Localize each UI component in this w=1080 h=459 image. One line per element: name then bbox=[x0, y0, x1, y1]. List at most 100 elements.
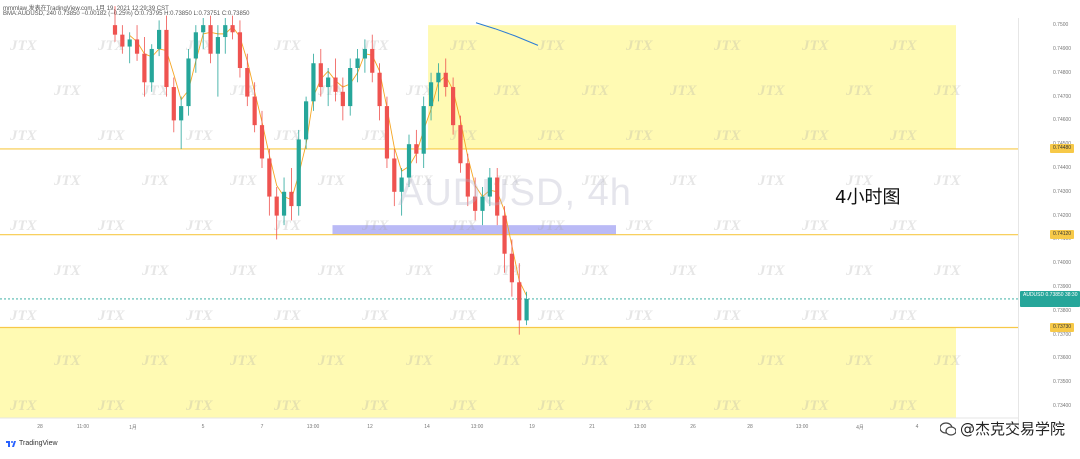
jtx-watermark: JTX bbox=[625, 128, 654, 144]
jtx-watermark: JTX bbox=[141, 83, 170, 99]
candle bbox=[340, 77, 345, 121]
price-tick: 0.74400 bbox=[1053, 165, 1072, 171]
zone-yellow-2 bbox=[0, 327, 956, 418]
candle-body bbox=[201, 25, 206, 33]
time-tick: 13:00 bbox=[633, 424, 647, 430]
time-tick: 19 bbox=[529, 424, 535, 430]
jtx-watermark: JTX bbox=[669, 83, 698, 99]
time-tick: 4月 bbox=[856, 425, 864, 431]
time-tick: 21 bbox=[589, 424, 595, 430]
tradingview-logo[interactable]: TradingView bbox=[6, 440, 58, 447]
price-tick: 0.73500 bbox=[1053, 379, 1072, 386]
jtx-watermark: JTX bbox=[537, 218, 566, 234]
candle bbox=[127, 32, 132, 64]
jtx-watermark: JTX bbox=[229, 83, 258, 99]
time-tick: 6 bbox=[970, 424, 974, 430]
brand-text: TradingView bbox=[19, 440, 58, 447]
jtx-watermark: JTX bbox=[185, 38, 214, 54]
jtx-watermark: JTX bbox=[317, 83, 346, 99]
jtx-watermark: JTX bbox=[801, 128, 830, 144]
candle bbox=[179, 96, 184, 149]
price-tick: 0.74500 bbox=[1053, 141, 1071, 147]
jtx-watermark: JTX bbox=[449, 38, 478, 54]
jtx-watermark: JTX bbox=[361, 308, 390, 324]
candle bbox=[362, 39, 367, 73]
jtx-watermark: JTX bbox=[625, 398, 654, 414]
jtx-watermark: JTX bbox=[889, 398, 918, 414]
candle bbox=[509, 239, 514, 297]
candle-body bbox=[428, 82, 434, 107]
jtx-watermark: JTX bbox=[229, 263, 258, 279]
price-axis[interactable]: 0.7500 0.74900 0.74800 0.74700 0.74600 0.7450… bbox=[1018, 18, 1080, 430]
jtx-watermark: JTX bbox=[273, 308, 302, 324]
price-tick: 0.73700 bbox=[1053, 331, 1072, 338]
candle bbox=[370, 34, 375, 83]
jtx-watermark: JTX bbox=[141, 173, 170, 189]
time-tick: 28 bbox=[747, 424, 753, 430]
candle bbox=[164, 15, 169, 97]
jtx-watermark: JTX bbox=[9, 128, 38, 144]
jtx-watermark: JTX bbox=[493, 353, 522, 369]
jtx-watermark: JTX bbox=[449, 398, 478, 414]
jtx-watermark: JTX bbox=[273, 38, 302, 54]
candle-body bbox=[421, 106, 426, 154]
jtx-watermark: JTX bbox=[669, 353, 698, 369]
zone-blue-1 bbox=[332, 225, 616, 235]
wechat-account: @杰克交易学院 bbox=[960, 420, 1066, 438]
time-tick: 13:00 bbox=[306, 424, 320, 430]
candle bbox=[157, 20, 162, 57]
candle bbox=[259, 110, 265, 168]
price-tick: 0.73600 bbox=[1053, 355, 1072, 362]
candle-body bbox=[252, 96, 257, 126]
candle-body bbox=[245, 68, 250, 97]
jtx-watermark: JTX bbox=[405, 263, 434, 279]
jtx-watermark: JTX bbox=[625, 38, 654, 54]
candle bbox=[458, 115, 463, 173]
jtx-watermark: JTX bbox=[845, 173, 874, 189]
jtx-watermark: JTX bbox=[9, 38, 38, 54]
jtx-watermark: JTX bbox=[97, 128, 126, 144]
jtx-watermark: JTX bbox=[229, 353, 258, 369]
candle-body bbox=[340, 91, 345, 107]
candle bbox=[318, 48, 323, 97]
jtx-watermark: JTX bbox=[185, 128, 214, 144]
candle-body bbox=[127, 39, 132, 47]
jtx-watermark: JTX bbox=[229, 173, 258, 189]
candle-body bbox=[281, 191, 287, 216]
candle bbox=[495, 168, 500, 226]
wechat-icon bbox=[940, 421, 956, 436]
price-tick: 0.73800 bbox=[1053, 307, 1072, 314]
jtx-watermark: JTX bbox=[449, 308, 478, 324]
candle bbox=[281, 177, 287, 226]
candle bbox=[436, 63, 441, 102]
candle-body bbox=[208, 25, 213, 54]
jtx-watermark: JTX bbox=[669, 173, 698, 189]
jtx-watermark: JTX bbox=[713, 128, 742, 144]
candle bbox=[289, 168, 294, 221]
jtx-watermark: JTX bbox=[625, 218, 654, 234]
jtx-watermark: JTX bbox=[273, 218, 302, 234]
candle bbox=[524, 291, 529, 326]
jtx-watermark: JTX bbox=[273, 398, 302, 414]
tradingview-icon bbox=[6, 441, 16, 447]
time-tick: 12 bbox=[367, 424, 373, 430]
candle bbox=[311, 53, 316, 111]
jtx-watermark: JTX bbox=[537, 308, 566, 324]
zones-layer bbox=[0, 25, 956, 418]
candle-body bbox=[318, 63, 323, 88]
jtx-watermark: JTX bbox=[845, 353, 874, 369]
candle bbox=[193, 25, 198, 73]
time-tick: 13:00 bbox=[470, 424, 484, 430]
candle-body bbox=[164, 29, 169, 88]
price-tick: 0.74200 bbox=[1053, 212, 1072, 219]
time-tick: 5 bbox=[201, 424, 205, 430]
jtx-watermark: JTX bbox=[141, 263, 170, 279]
price-chart[interactable]: JTX JTX JTX JTX JTX JTX JTX JTX JTX JTX JTX JTX JTX J… bbox=[0, 0, 1018, 459]
jtx-watermark: JTX bbox=[581, 83, 610, 99]
price-tag: 0.74120 bbox=[1050, 230, 1075, 240]
jtx-watermark: JTX bbox=[97, 218, 126, 234]
candle bbox=[171, 77, 176, 133]
jtx-watermark: JTX bbox=[713, 308, 742, 324]
candle-body bbox=[517, 282, 522, 321]
jtx-watermark: JTX bbox=[757, 173, 786, 189]
